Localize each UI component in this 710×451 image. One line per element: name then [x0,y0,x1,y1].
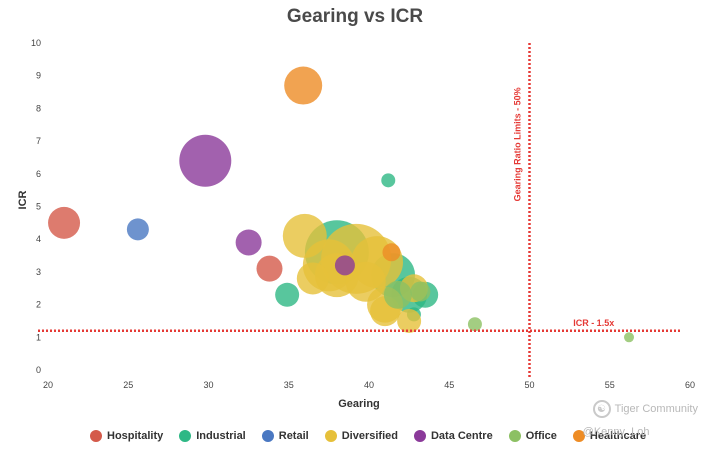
y-tick-label: 5 [36,202,41,212]
watermark: ☯ Tiger Community @Kenny_Loh [583,400,698,438]
y-tick-label: 4 [36,234,41,244]
x-tick-label: 30 [203,380,213,390]
bubble-point [48,206,81,239]
x-tick-label: 45 [444,380,454,390]
legend-swatch [572,430,585,442]
legend-swatch [413,430,426,442]
x-tick-label: 60 [685,380,695,390]
legend-label: Industrial [196,430,246,442]
bubble-point [624,332,635,343]
y-axis-label: ICR [17,190,29,209]
watermark-brand: Tiger Community [614,403,698,415]
x-tick-label: 20 [43,380,53,390]
tiger-community-logo-icon: ☯ [592,400,611,418]
y-tick-label: 9 [36,71,41,81]
legend-item: Retail [261,430,309,442]
legend-item: Diversified [324,430,398,442]
bubble-point [296,262,329,295]
legend-item: Hospitality [90,430,163,442]
legend-swatch [179,430,192,442]
chart-title: Gearing vs ICR [286,6,424,27]
bubble-point [410,281,431,302]
y-tick-label: 3 [36,267,41,277]
y-tick-label: 1 [36,332,41,342]
horizontal-reference-label: ICR - 1.5x [573,318,614,328]
y-tick-label: 10 [31,38,41,48]
chart-legend: Hospitality Industrial Retail Diversified Da… [90,430,646,442]
x-axis-label: Gearing [338,398,380,410]
x-tick-label: 40 [364,380,374,390]
bubble-point [256,255,283,282]
y-tick-label: 2 [36,300,41,310]
legend-label: Office [525,430,557,442]
legend-swatch [324,430,337,442]
y-tick-label: 8 [36,103,41,113]
watermark-handle: @Kenny_Loh [582,426,650,438]
bubble-point [382,243,401,262]
y-tick-label: 0 [36,365,41,375]
y-tick-label: 6 [36,169,41,179]
legend-label: Hospitality [107,430,164,442]
legend-label: Data Centre [430,430,493,442]
legend-label: Healthcare [589,430,647,442]
bubble-point [179,134,232,187]
legend-item: Industrial [179,430,246,442]
x-tick-label: 25 [123,380,133,390]
y-tick-label: 7 [36,136,41,146]
legend-swatch [261,430,274,442]
bubble-point [235,229,262,256]
bubble-point [284,66,323,105]
legend-item: Healthcare [572,430,647,442]
bubble-point [381,173,396,188]
bubble-point [126,218,149,241]
legend-label: Diversified [341,430,398,442]
bubble-point [334,255,355,276]
legend-item: Office [508,430,557,442]
legend-item: Data Centre [413,430,493,442]
bubble-point [383,280,412,309]
vertical-reference-label: Gearing Ratio Limits - 50% [513,87,523,201]
x-tick-label: 55 [605,380,615,390]
bubble-point [467,317,482,332]
x-tick-label: 35 [284,380,294,390]
legend-swatch [90,430,102,442]
legend-swatch [508,430,521,442]
bubble-point [397,308,422,333]
x-tick-label: 50 [524,380,534,390]
bubble-point [275,282,300,307]
legend-label: Retail [278,430,309,442]
